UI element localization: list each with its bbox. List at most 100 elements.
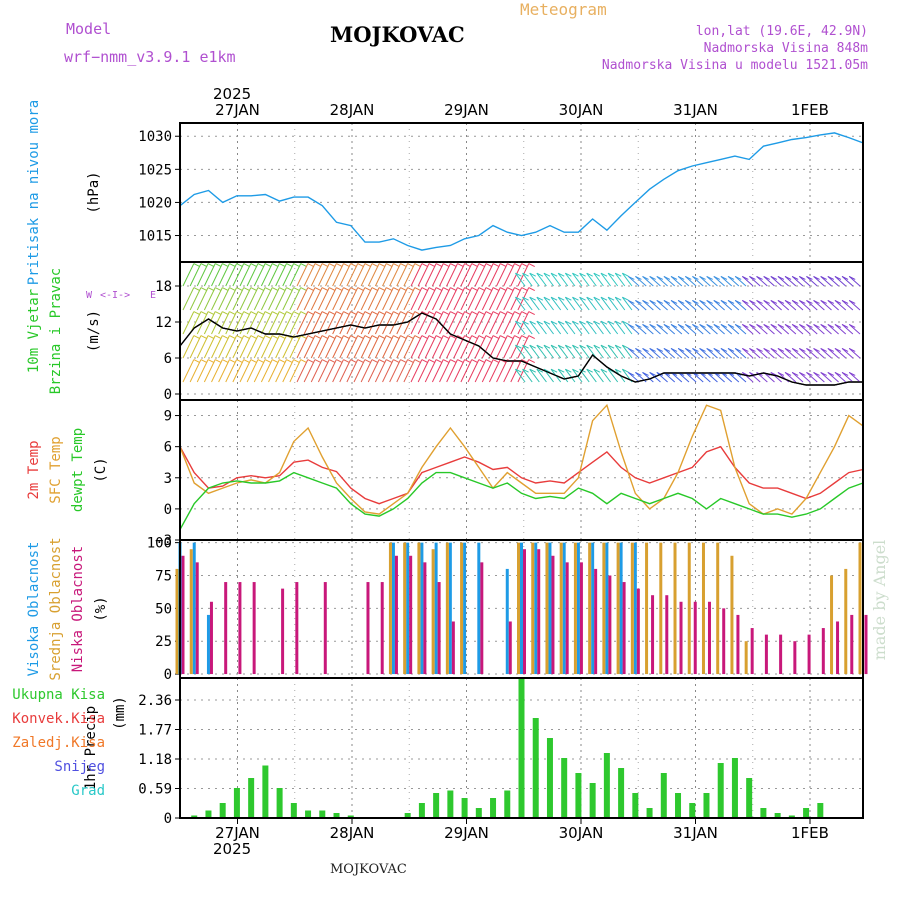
wind-barb (677, 372, 690, 383)
wind-barb-flag (236, 263, 243, 268)
wind-barb (446, 359, 458, 383)
bar-ukupna-kisa (546, 738, 553, 818)
wind-barb-flag (565, 296, 572, 301)
compass-w-label: W (86, 290, 93, 301)
bar-srednja-oblacnost (189, 549, 193, 675)
wind-barb (727, 324, 740, 335)
bar-ukupna-kisa (618, 768, 625, 818)
wind-barb-flag (385, 359, 393, 364)
wind-barb-flag (572, 344, 579, 349)
wind-barb-flag (457, 359, 464, 364)
wind-barb (734, 300, 747, 311)
wind-barb (360, 359, 373, 383)
wind-barb (346, 263, 359, 287)
wind-barb (417, 359, 430, 383)
wind-barb (784, 324, 797, 335)
wind-barb (189, 359, 202, 383)
wind-barb (515, 320, 526, 335)
wind-barb-flag (357, 311, 364, 316)
wind-barb-flag (841, 323, 849, 328)
wind-barb-flag (378, 287, 386, 292)
bar-srednja-oblacnost (403, 542, 407, 675)
wind-barb (182, 287, 195, 311)
wind-barb-flag (407, 311, 414, 316)
wind-barb-flag (813, 323, 820, 328)
wind-barb-flag (300, 287, 307, 292)
wind-barb-flag (848, 323, 856, 328)
bar-niska-oblacnost (793, 641, 797, 675)
wind-barb-flag (649, 275, 656, 280)
wind-barb-flag (407, 359, 414, 364)
wind-barb-flag (364, 311, 372, 316)
wind-barb (806, 372, 818, 383)
panel-frame-pressure (179, 122, 864, 263)
wind-barb-flag (550, 368, 558, 373)
bar-ukupna-kisa (703, 793, 710, 818)
panel-unit: (C) (93, 457, 109, 482)
wind-barb (225, 263, 238, 287)
wind-barb (692, 276, 704, 287)
wind-barb-flag (635, 275, 642, 280)
wind-barb-flag (371, 335, 379, 340)
wind-barb-flag (378, 263, 386, 268)
wind-barb (374, 263, 387, 287)
bar-visoka-oblacnost (548, 542, 552, 675)
bar-niska-oblacnost (750, 628, 754, 675)
wind-barb (642, 372, 654, 383)
bar-niska-oblacnost (736, 614, 740, 675)
wind-barb-flag (557, 296, 565, 301)
wind-barb-flag (264, 263, 272, 268)
wind-barb-flag (706, 299, 713, 304)
wind-barb (260, 359, 273, 383)
wind-barb (332, 287, 344, 311)
wind-barb-flag (622, 344, 629, 349)
wind-barb-flag (529, 344, 536, 349)
wind-barb-flag (770, 275, 778, 280)
wind-barb-flag (615, 320, 622, 325)
wind-barb (706, 372, 718, 383)
wind-barb-flag (820, 323, 827, 328)
bottom-day-label: 30JAN (559, 824, 604, 842)
wind-barb (310, 263, 323, 287)
wind-barb-flag (450, 263, 457, 268)
wind-barb-flag (677, 299, 685, 304)
bar-ukupna-kisa (518, 678, 525, 818)
wind-barb-flag (791, 299, 799, 304)
wind-barb-flag (236, 287, 243, 292)
wind-barb (784, 276, 797, 287)
wind-barb-flag (464, 311, 471, 316)
wind-barb-flag (663, 299, 671, 304)
wind-barb-flag (515, 296, 522, 301)
wind-barb (317, 287, 330, 311)
bar-srednja-oblacnost (730, 555, 734, 675)
wind-barb (225, 311, 238, 335)
wind-barb-flag (770, 299, 778, 304)
bar-niska-oblacnost (807, 634, 811, 675)
wind-barb (848, 276, 861, 287)
wind-barb (834, 300, 847, 311)
wind-barb (820, 324, 832, 335)
y-tick-label: 100 (147, 536, 172, 552)
wind-barb (218, 359, 230, 383)
bar-visoka-oblacnost (591, 542, 595, 675)
wind-barb-flag (572, 368, 579, 373)
wind-barb-flag (522, 320, 529, 325)
bar-visoka-oblacnost (406, 542, 410, 675)
y-tick-label: 6 (164, 351, 172, 367)
wind-barb (593, 344, 604, 359)
wind-barb-flag (286, 359, 293, 364)
panel-pressure (175, 122, 864, 263)
wind-barb (189, 287, 202, 311)
wind-barb (346, 311, 359, 335)
wind-barb-flag (250, 287, 258, 292)
wind-barb (841, 324, 854, 335)
wind-barb (749, 372, 761, 383)
wind-barb-flag (749, 299, 756, 304)
wind-barb (614, 320, 626, 335)
wind-barb-flag (507, 335, 514, 340)
wind-barb-flag (550, 272, 558, 277)
wind-barb-flag (742, 347, 749, 352)
panel-precip (175, 677, 864, 819)
wind-barb-flag (271, 263, 279, 268)
wind-barb (488, 287, 501, 311)
